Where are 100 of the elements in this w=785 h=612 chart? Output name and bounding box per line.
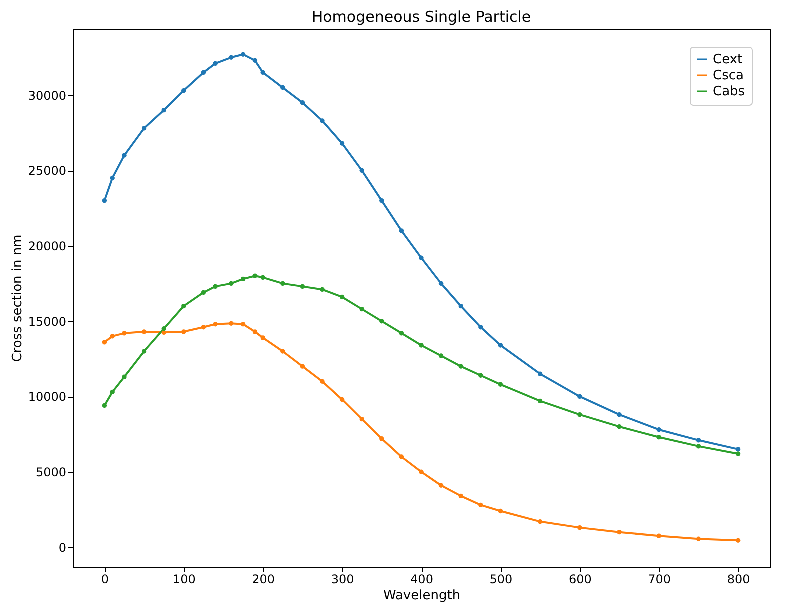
point xyxy=(300,100,306,106)
point xyxy=(458,494,464,499)
point xyxy=(656,435,662,440)
point xyxy=(260,275,266,280)
point xyxy=(110,176,115,181)
point xyxy=(360,168,364,173)
point xyxy=(458,364,464,369)
point xyxy=(696,444,702,449)
y-tick-label: 10000 xyxy=(28,390,66,404)
point xyxy=(380,198,384,204)
point xyxy=(498,343,504,348)
x-axis-title: Wavelength xyxy=(383,588,461,604)
point xyxy=(280,85,286,90)
point xyxy=(617,424,622,430)
point xyxy=(438,483,444,488)
point xyxy=(736,452,741,456)
point xyxy=(656,428,662,432)
x-tick-label: 100 xyxy=(172,572,196,586)
x-tick-label: 700 xyxy=(648,572,672,586)
point xyxy=(252,274,258,278)
point xyxy=(320,287,325,292)
point xyxy=(102,198,108,204)
point xyxy=(102,403,108,408)
point xyxy=(229,281,234,286)
point xyxy=(142,126,147,131)
point xyxy=(736,538,741,543)
point xyxy=(260,70,266,76)
x-tick-label: 200 xyxy=(252,572,276,586)
point xyxy=(229,55,234,60)
y-tick-label: 30000 xyxy=(28,88,66,103)
point xyxy=(213,284,218,290)
point xyxy=(102,340,108,345)
point xyxy=(122,331,127,336)
point xyxy=(399,331,404,336)
point xyxy=(617,530,622,535)
point xyxy=(201,290,206,296)
point xyxy=(142,330,147,334)
point xyxy=(498,382,504,387)
legend-label: Csca xyxy=(713,68,744,84)
point xyxy=(617,412,622,418)
point xyxy=(538,398,543,404)
point xyxy=(438,281,444,286)
x-tick-label: 0 xyxy=(101,572,109,586)
y-axis-title: Cross section in nm xyxy=(10,234,26,362)
point xyxy=(122,374,127,380)
point xyxy=(213,61,218,66)
point xyxy=(240,52,246,57)
point xyxy=(696,536,702,542)
point xyxy=(182,304,186,309)
point xyxy=(438,354,444,358)
point xyxy=(213,322,218,327)
point xyxy=(656,534,662,538)
x-tick-label: 400 xyxy=(410,572,434,586)
point xyxy=(229,321,234,326)
point xyxy=(280,281,286,286)
point xyxy=(260,336,266,340)
point xyxy=(110,334,115,339)
x-tick-label: 300 xyxy=(331,572,354,586)
point xyxy=(240,276,246,282)
point xyxy=(419,343,424,348)
point xyxy=(320,379,325,384)
point xyxy=(736,447,741,452)
point xyxy=(458,304,464,309)
point xyxy=(538,372,543,376)
point xyxy=(201,325,206,330)
point xyxy=(110,390,115,395)
point xyxy=(182,330,186,334)
point xyxy=(360,416,364,422)
point xyxy=(360,306,364,312)
point xyxy=(201,70,206,76)
point xyxy=(696,438,702,443)
legend-label: Cext xyxy=(713,52,743,68)
y-tick-label: 15000 xyxy=(28,314,66,329)
point xyxy=(300,284,306,290)
point xyxy=(320,118,325,124)
point xyxy=(380,319,384,324)
point xyxy=(300,364,306,369)
chart-title: Homogeneous Single Particle xyxy=(312,8,532,26)
point xyxy=(578,394,582,400)
point xyxy=(419,470,424,474)
point xyxy=(478,502,484,508)
y-tick-label: 5000 xyxy=(36,466,66,480)
legend-label: Cabs xyxy=(713,84,746,100)
x-tick-label: 500 xyxy=(490,572,513,586)
point xyxy=(252,58,258,63)
point xyxy=(340,397,345,402)
point xyxy=(340,141,345,146)
point xyxy=(340,294,345,300)
point xyxy=(478,373,484,378)
point xyxy=(162,108,166,113)
point xyxy=(578,412,582,418)
point xyxy=(162,326,166,332)
point xyxy=(399,454,404,460)
point xyxy=(578,525,582,530)
y-tick-label: 20000 xyxy=(28,240,66,254)
y-tick-label: 0 xyxy=(58,540,66,555)
point xyxy=(240,322,246,327)
y-tick-label: 25000 xyxy=(28,164,66,178)
point xyxy=(380,436,384,442)
x-tick-label: 800 xyxy=(727,572,750,586)
